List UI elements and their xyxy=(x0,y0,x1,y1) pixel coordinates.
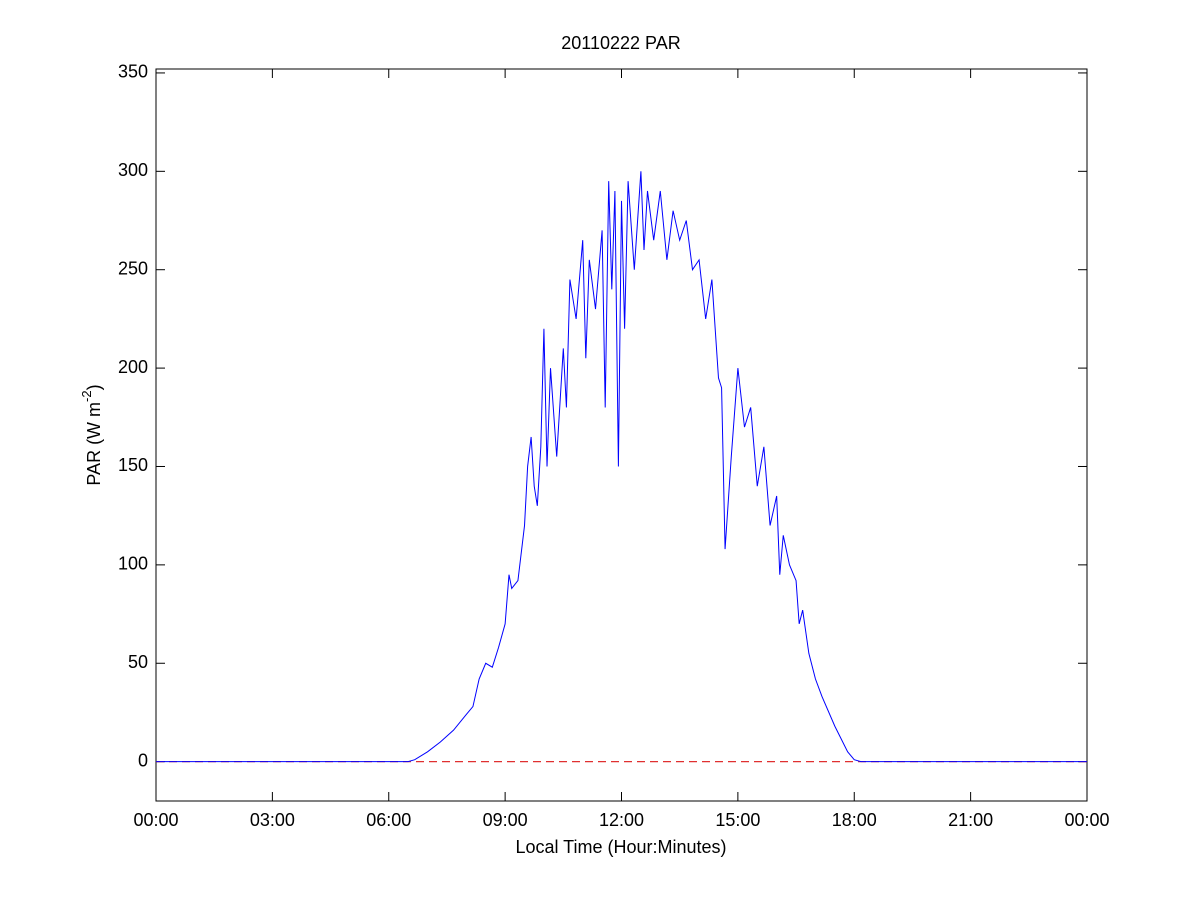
y-tick-label: 150 xyxy=(118,455,148,475)
x-tick-label: 00:00 xyxy=(133,810,178,830)
x-axis-label: Local Time (Hour:Minutes) xyxy=(515,837,726,857)
y-axis-label-close: ) xyxy=(84,384,104,390)
y-axis-label: PAR (W m-2) xyxy=(79,384,103,485)
x-tick-label: 06:00 xyxy=(366,810,411,830)
chart-title: 20110222 PAR xyxy=(561,33,680,53)
y-axis-label-main: PAR (W m xyxy=(84,402,104,486)
data-line xyxy=(156,171,1087,763)
y-tick-label: 300 xyxy=(118,160,148,180)
y-tick-label: 100 xyxy=(118,554,148,574)
x-tick-label: 21:00 xyxy=(948,810,993,830)
x-tick-label: 12:00 xyxy=(599,810,644,830)
x-tick-label: 18:00 xyxy=(832,810,877,830)
y-tick-label: 200 xyxy=(118,357,148,377)
x-tick-label: 03:00 xyxy=(250,810,295,830)
y-tick-label: 50 xyxy=(128,652,148,672)
y-tick-label: 250 xyxy=(118,258,148,278)
y-axis-label-superscript: -2 xyxy=(79,390,94,402)
y-tick-label: 350 xyxy=(118,62,148,82)
y-tick-label: 0 xyxy=(138,750,148,770)
x-tick-label: 15:00 xyxy=(715,810,760,830)
x-tick-label: 09:00 xyxy=(483,810,528,830)
x-tick-label: 00:00 xyxy=(1064,810,1109,830)
